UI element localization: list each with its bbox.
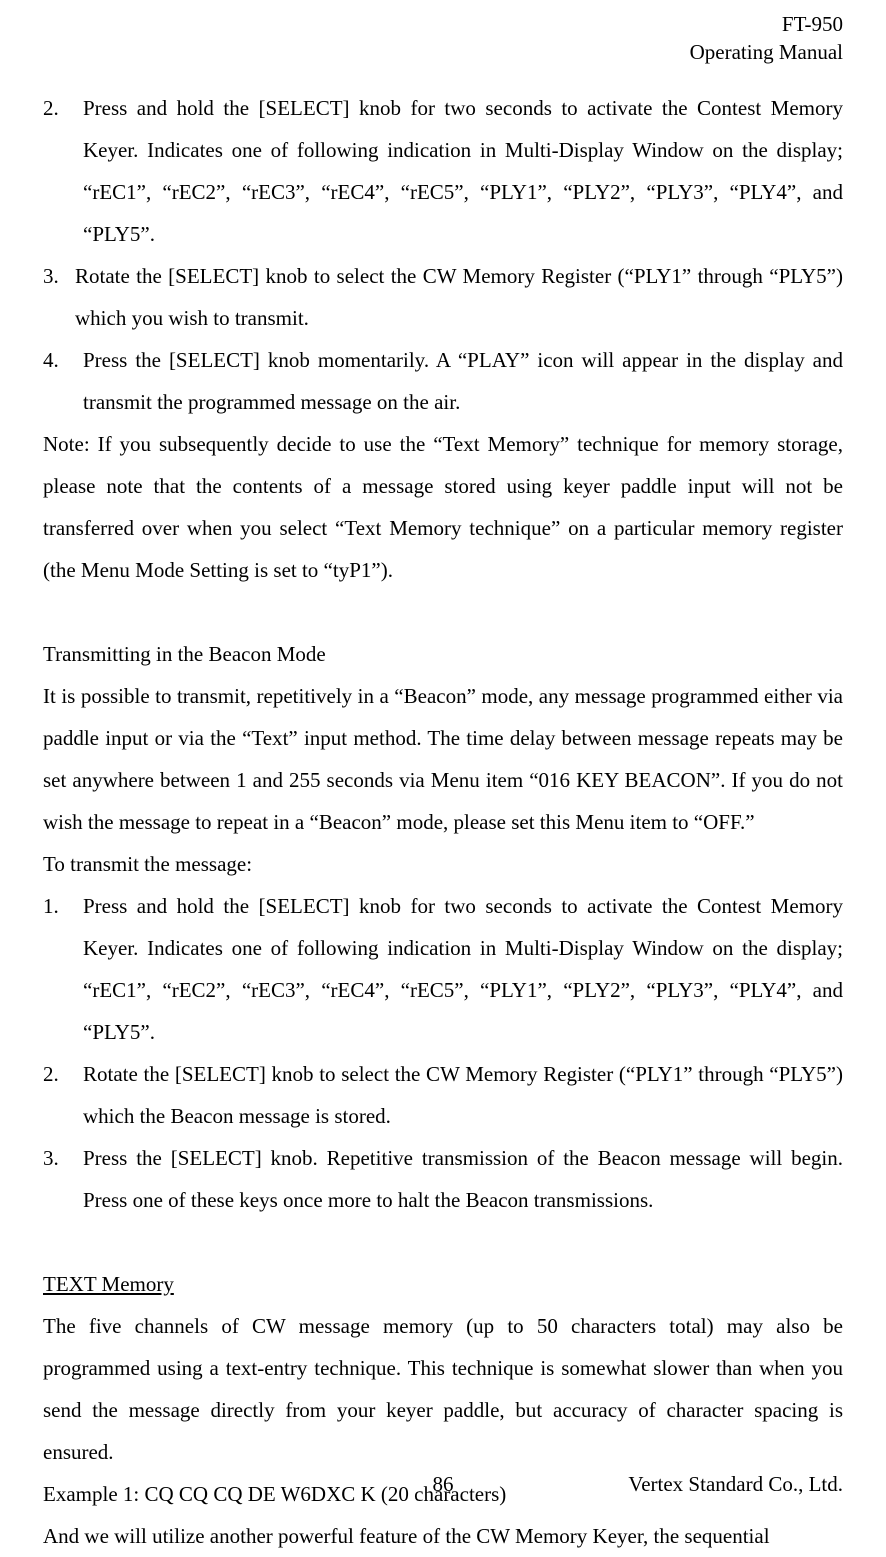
- doc-type: Operating Manual: [43, 38, 843, 66]
- item-number: 1.: [43, 885, 83, 1053]
- item-text: Press and hold the [SELECT] knob for two…: [83, 885, 843, 1053]
- item-number: 2.: [43, 87, 83, 255]
- item-text: Press and hold the [SELECT] knob for two…: [83, 87, 843, 255]
- page-header: FT-950 Operating Manual: [43, 10, 843, 67]
- company-name: Vertex Standard Co., Ltd.: [628, 1463, 843, 1505]
- paragraph: And we will utilize another powerful fea…: [43, 1515, 843, 1557]
- model-number: FT-950: [43, 10, 843, 38]
- item-text: Rotate the [SELECT] knob to select the C…: [83, 1053, 843, 1137]
- paragraph: The five channels of CW message memory (…: [43, 1305, 843, 1473]
- page-footer: 86 Vertex Standard Co., Ltd.: [43, 1463, 843, 1505]
- section-beacon: Transmitting in the Beacon Mode It is po…: [43, 633, 843, 1221]
- list-item: 4. Press the [SELECT] knob momentarily. …: [43, 339, 843, 423]
- item-text: Press the [SELECT] knob momentarily. A “…: [83, 339, 843, 423]
- item-number: 3.: [43, 1137, 83, 1221]
- lead-text: To transmit the message:: [43, 843, 843, 885]
- list-item: 1. Press and hold the [SELECT] knob for …: [43, 885, 843, 1053]
- section-text-memory: TEXT Memory The five channels of CW mess…: [43, 1263, 843, 1557]
- list-item: 3. Rotate the [SELECT] knob to select th…: [43, 255, 843, 339]
- note-paragraph: Note: If you subsequently decide to use …: [43, 423, 843, 591]
- page: FT-950 Operating Manual 2. Press and hol…: [0, 0, 886, 1530]
- intro-paragraph: It is possible to transmit, repetitively…: [43, 675, 843, 843]
- item-number: 3.: [43, 255, 75, 339]
- list-item: 3. Press the [SELECT] knob. Repetitive t…: [43, 1137, 843, 1221]
- list-item: 2. Rotate the [SELECT] knob to select th…: [43, 1053, 843, 1137]
- section-title: Transmitting in the Beacon Mode: [43, 633, 843, 675]
- page-number: 86: [433, 1463, 454, 1505]
- spacer: [43, 1221, 843, 1263]
- item-number: 2.: [43, 1053, 83, 1137]
- section-title: TEXT Memory: [43, 1263, 843, 1305]
- item-text: Press the [SELECT] knob. Repetitive tran…: [83, 1137, 843, 1221]
- list-item: 2. Press and hold the [SELECT] knob for …: [43, 87, 843, 255]
- spacer: [43, 591, 843, 633]
- item-number: 4.: [43, 339, 83, 423]
- item-text: Rotate the [SELECT] knob to select the C…: [75, 255, 843, 339]
- section-playback: 2. Press and hold the [SELECT] knob for …: [43, 87, 843, 591]
